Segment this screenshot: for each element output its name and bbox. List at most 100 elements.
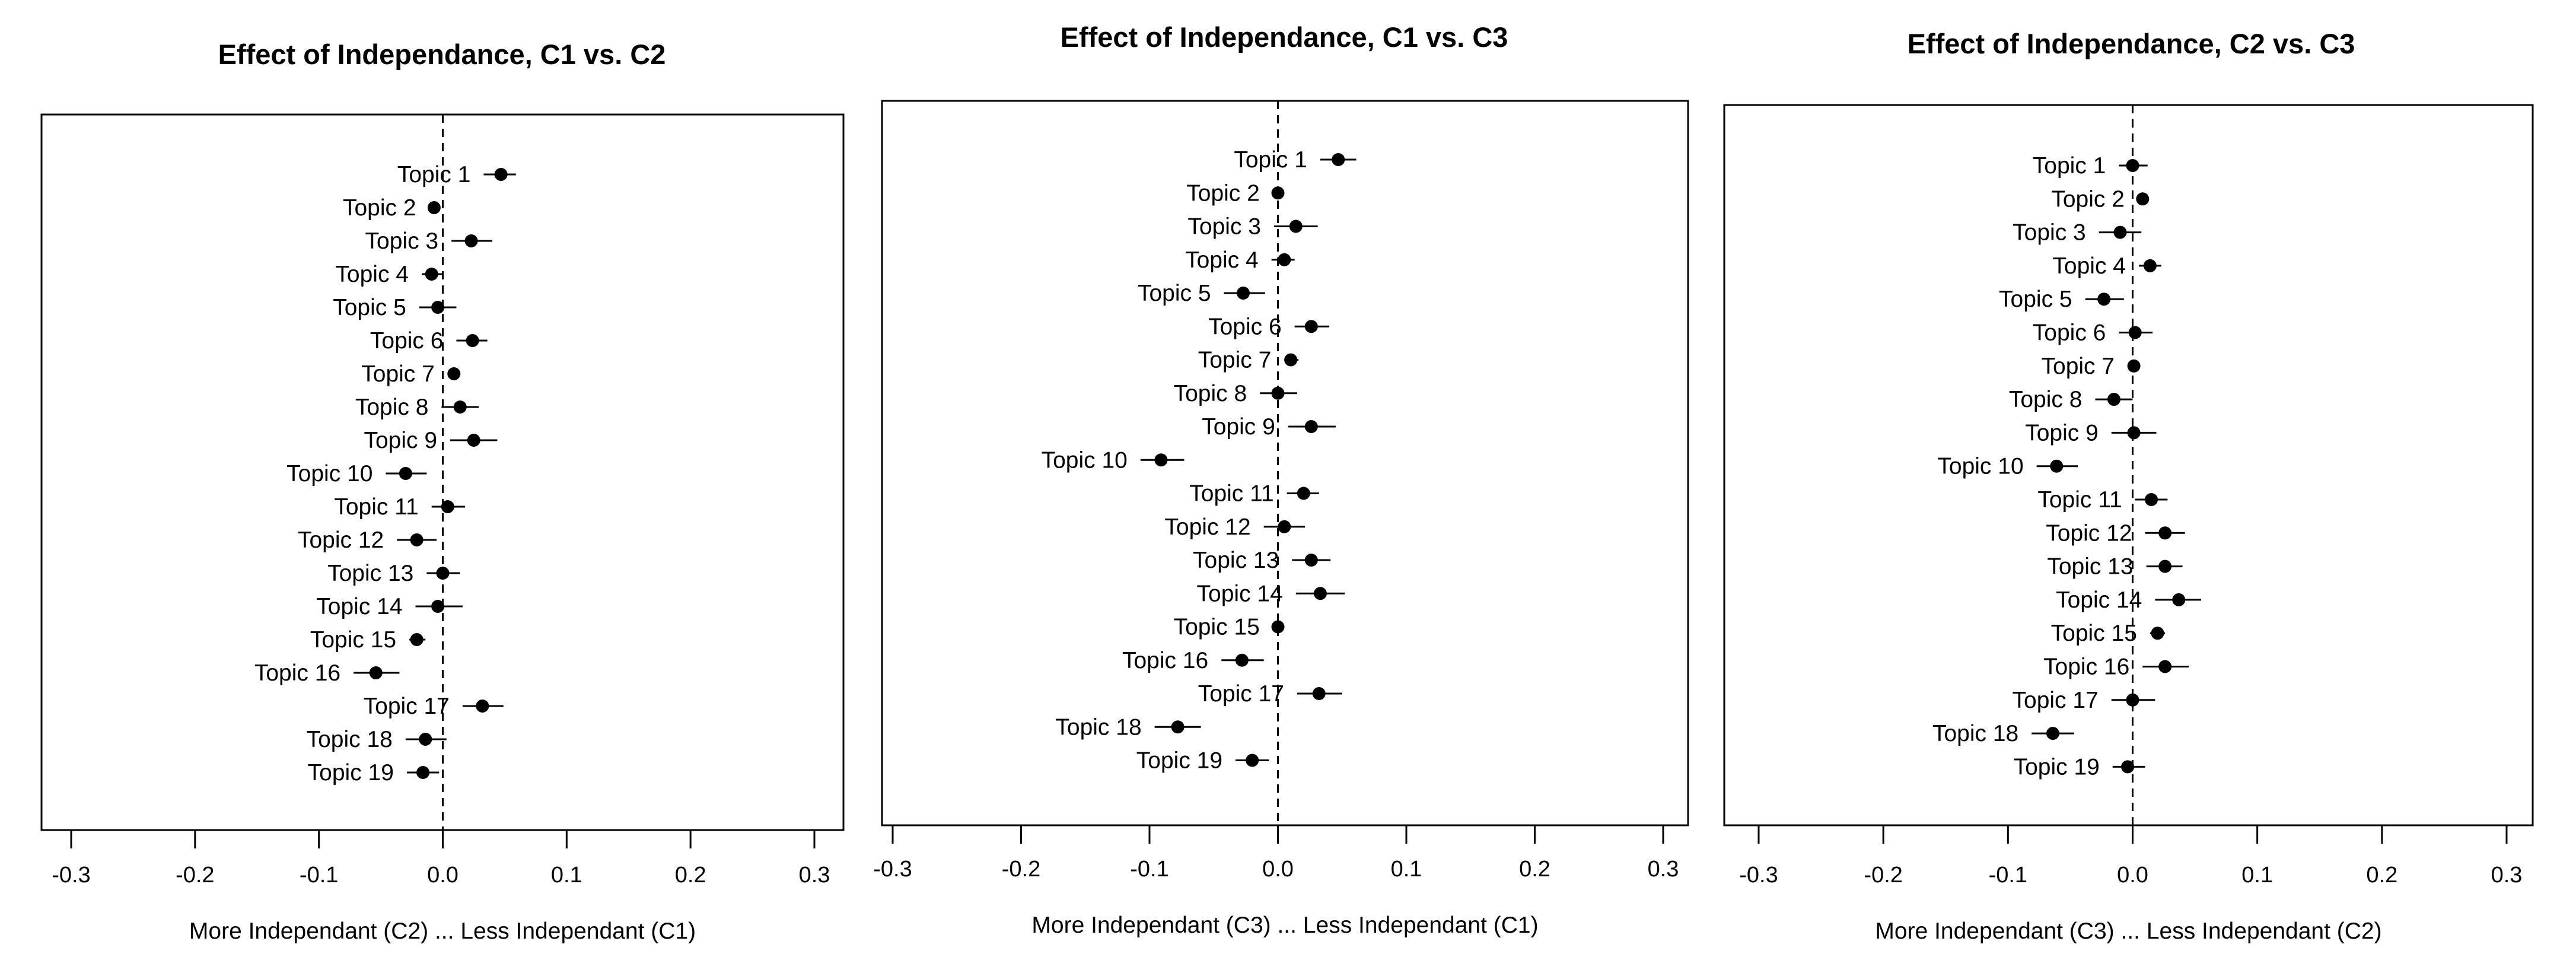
point-estimate xyxy=(2172,593,2186,606)
topic-label: Topic 12 xyxy=(1164,514,1250,540)
point-estimate xyxy=(2050,459,2064,473)
x-tick-label: 0.2 xyxy=(675,863,706,888)
topic-label: Topic 10 xyxy=(1937,454,2023,479)
topic-label: Topic 19 xyxy=(2014,754,2100,780)
topic-label: Topic 9 xyxy=(364,428,437,453)
x-tick-label: -0.2 xyxy=(1864,863,1902,888)
point-estimate xyxy=(2127,426,2141,440)
topic-label: Topic 2 xyxy=(1186,180,1260,206)
point-estimate xyxy=(431,600,445,613)
topic-label: Topic 3 xyxy=(2013,220,2086,246)
point-estimate xyxy=(2097,293,2111,306)
point-estimate xyxy=(1278,253,1291,266)
x-tick-label: 0.3 xyxy=(799,863,830,888)
topic-label: Topic 3 xyxy=(1187,214,1261,240)
topic-label: Topic 1 xyxy=(2033,153,2106,179)
topic-label: Topic 16 xyxy=(254,660,340,686)
topic-label: Topic 5 xyxy=(333,295,406,320)
point-estimate xyxy=(494,168,508,181)
x-tick-label: 0.0 xyxy=(2117,863,2148,888)
x-tick-label: -0.1 xyxy=(1989,863,2027,888)
point-estimate xyxy=(2158,526,2172,540)
x-tick-label: 0.1 xyxy=(2241,863,2273,888)
chart-title: Effect of Independance, C2 vs. C3 xyxy=(1908,28,2355,59)
point-estimate xyxy=(399,467,412,480)
point-estimate xyxy=(1313,587,1327,600)
point-estimate xyxy=(2136,192,2150,206)
topic-label: Topic 9 xyxy=(1202,414,1275,440)
topic-label: Topic 10 xyxy=(286,461,372,487)
point-estimate xyxy=(1289,220,1303,233)
plot-frame xyxy=(881,100,1689,826)
point-estimate xyxy=(1332,153,1345,166)
topic-label: Topic 12 xyxy=(298,527,384,553)
topic-label: Topic 14 xyxy=(2056,587,2142,613)
point-estimate xyxy=(1237,287,1250,300)
topic-label: Topic 6 xyxy=(1208,314,1282,339)
topic-label: Topic 11 xyxy=(334,494,418,520)
topic-label: Topic 15 xyxy=(310,627,396,653)
topic-label: Topic 11 xyxy=(2037,487,2122,513)
x-tick-label: -0.2 xyxy=(1002,857,1040,882)
x-tick-label: -0.2 xyxy=(176,863,214,888)
x-axis-label: More Independant (C3) ... Less Independa… xyxy=(1875,918,2381,944)
x-axis-label: More Independant (C3) ... Less Independa… xyxy=(1031,913,1538,938)
point-estimate xyxy=(2128,326,2142,339)
topic-label: Topic 10 xyxy=(1042,447,1128,473)
topic-label: Topic 18 xyxy=(307,727,393,752)
point-estimate xyxy=(2046,727,2059,740)
point-estimate xyxy=(2107,393,2120,406)
point-estimate xyxy=(1271,386,1285,400)
topic-label: Topic 18 xyxy=(1055,714,1141,740)
topic-label: Topic 14 xyxy=(1197,581,1283,606)
point-estimate xyxy=(467,434,480,447)
x-tick-label: 0.2 xyxy=(1519,857,1550,882)
x-tick-label: -0.3 xyxy=(52,863,90,888)
point-estimate xyxy=(453,400,467,414)
point-estimate xyxy=(1304,320,1318,333)
topic-label: Topic 3 xyxy=(365,228,439,254)
point-estimate xyxy=(476,700,489,713)
topic-label: Topic 16 xyxy=(2043,654,2129,680)
point-estimate xyxy=(410,533,424,546)
topic-label: Topic 15 xyxy=(2051,621,2137,646)
topic-label: Topic 7 xyxy=(2042,354,2115,379)
point-estimate xyxy=(1154,453,1168,467)
point-estimate xyxy=(425,268,438,281)
x-axis-label: More Independant (C2) ... Less Independa… xyxy=(189,918,696,944)
point-estimate xyxy=(1312,687,1326,700)
topic-label: Topic 8 xyxy=(355,395,429,420)
topic-label: Topic 8 xyxy=(2009,387,2083,412)
x-tick-label: 0.1 xyxy=(551,863,582,888)
x-tick-label: 0.0 xyxy=(1262,857,1294,882)
topic-label: Topic 17 xyxy=(1198,681,1284,707)
point-estimate xyxy=(1284,353,1298,367)
topic-label: Topic 17 xyxy=(2013,688,2099,713)
point-estimate xyxy=(2121,760,2135,774)
topic-label: Topic 16 xyxy=(1122,648,1208,673)
topic-label: Topic 1 xyxy=(1234,147,1307,173)
chart-panel-3: Effect of Independance, C2 vs. C3 -0.3 -0.… xyxy=(1723,28,2534,944)
x-tick-label: -0.3 xyxy=(873,857,912,882)
chart-panel-1: Effect of Independance, C1 vs. C2 -0.3 -0.… xyxy=(40,39,845,944)
chart-title: Effect of Independance, C1 vs. C2 xyxy=(218,39,666,70)
point-estimate xyxy=(2151,627,2164,640)
point-estimate xyxy=(2143,259,2157,272)
point-estimate xyxy=(1235,653,1249,667)
point-estimate xyxy=(1304,554,1318,567)
x-tick-label: -0.1 xyxy=(1130,857,1168,882)
point-estimate xyxy=(2158,559,2172,573)
x-tick-label: 0.3 xyxy=(1648,857,1679,882)
topic-label: Topic 11 xyxy=(1189,481,1273,507)
topic-label: Topic 2 xyxy=(2051,186,2125,212)
topic-label: Topic 15 xyxy=(1174,615,1260,640)
chart-panel-2: Effect of Independance, C1 vs. C3 -0.3 -0.… xyxy=(873,21,1689,938)
topic-label: Topic 7 xyxy=(1198,348,1272,373)
point-estimate xyxy=(431,301,445,314)
topic-label: Topic 5 xyxy=(1999,287,2072,312)
point-estimate xyxy=(2126,159,2139,172)
topic-label: Topic 18 xyxy=(1932,721,2018,746)
topic-label: Topic 6 xyxy=(2033,320,2106,346)
topic-label: Topic 17 xyxy=(364,694,450,719)
